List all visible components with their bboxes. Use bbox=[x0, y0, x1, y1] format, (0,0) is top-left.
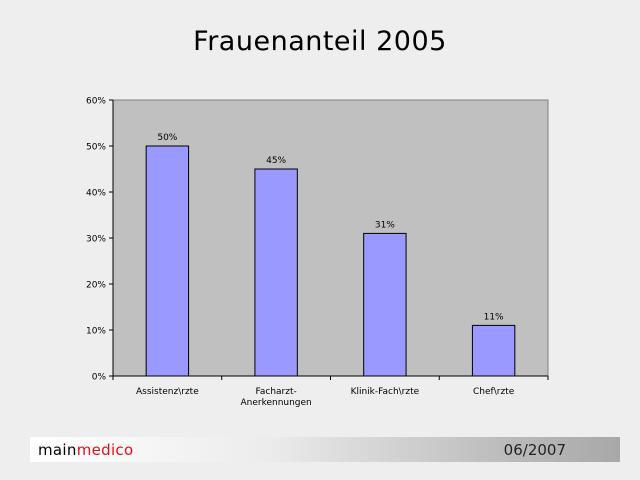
data-label: 31% bbox=[375, 220, 395, 230]
bar bbox=[254, 168, 298, 377]
bar-chart: 0% 10% 20% 30% 40% 50% 60% 50% Assistenz\rzte 45%… bbox=[86, 97, 549, 408]
brand-logo-medico: medico bbox=[76, 441, 134, 459]
x-tick-label: Facharzt-Anerkennungen bbox=[240, 387, 311, 408]
x-tick-label: Klinik-Fach\rzte bbox=[351, 387, 420, 397]
brand-logo-main: main bbox=[38, 441, 77, 459]
x-tick-label: Chef\rzte bbox=[473, 387, 515, 397]
data-label: 45% bbox=[266, 156, 286, 166]
data-label: 50% bbox=[157, 133, 177, 143]
footer-date: 06/2007 bbox=[503, 441, 566, 459]
bar bbox=[471, 324, 516, 377]
y-tick-label: 40% bbox=[86, 189, 106, 199]
y-tick-label: 0% bbox=[92, 373, 107, 383]
data-label: 11% bbox=[484, 312, 504, 322]
y-tick-label: 60% bbox=[86, 97, 106, 107]
y-tick-label: 50% bbox=[86, 143, 106, 153]
y-tick-label: 10% bbox=[86, 327, 106, 337]
slide-title: Frauenanteil 2005 bbox=[193, 26, 447, 57]
bar bbox=[363, 232, 407, 377]
brand-logo: mainmedico bbox=[38, 441, 133, 459]
bar bbox=[145, 145, 190, 377]
y-tick-label: 30% bbox=[86, 235, 106, 245]
y-tick-label: 20% bbox=[86, 281, 106, 291]
footer-bar: mainmedico 06/2007 bbox=[30, 437, 620, 462]
x-tick-label: Assistenz\rzte bbox=[136, 387, 199, 397]
